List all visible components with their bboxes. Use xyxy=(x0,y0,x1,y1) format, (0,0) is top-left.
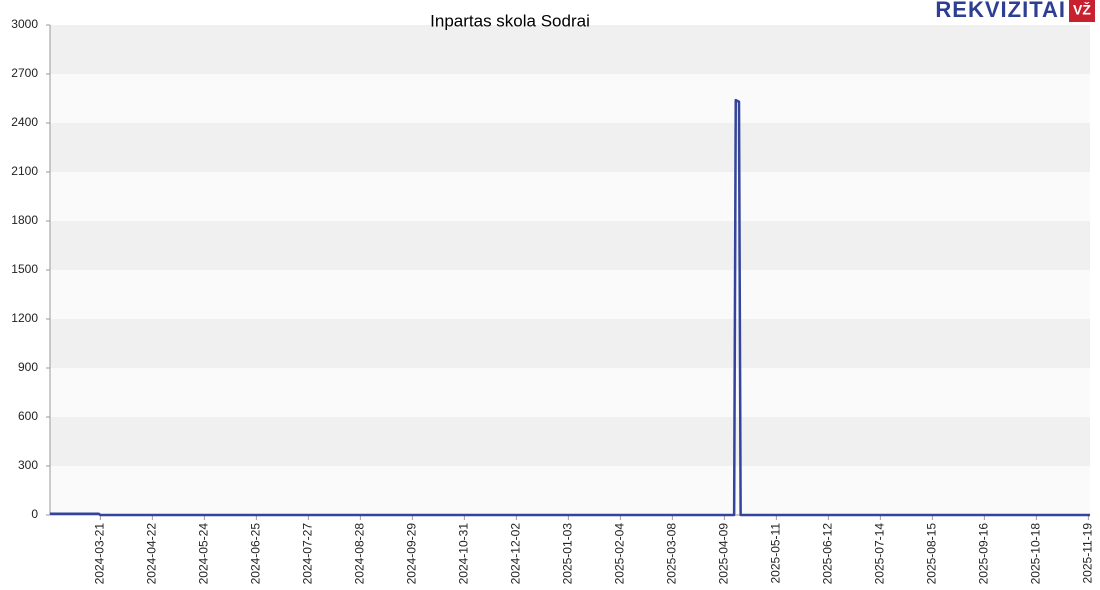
x-tick-label: 2024-05-24 xyxy=(197,523,211,585)
y-tick-label: 3000 xyxy=(11,17,38,31)
y-tick-label: 2700 xyxy=(11,66,38,80)
x-tick-label: 2025-11-19 xyxy=(1081,523,1095,584)
grid-band xyxy=(50,270,1090,319)
grid-band xyxy=(50,74,1090,123)
y-tick-label: 1800 xyxy=(11,213,38,227)
brand-badge: VŽ xyxy=(1073,1,1091,18)
x-tick-label: 2025-01-03 xyxy=(561,523,575,585)
y-tick-label: 0 xyxy=(31,507,38,521)
x-tick-label: 2024-12-02 xyxy=(509,523,523,585)
x-tick-label: 2024-07-27 xyxy=(301,523,315,585)
x-tick-label: 2025-10-18 xyxy=(1029,523,1043,585)
grid-band xyxy=(50,172,1090,221)
data-line xyxy=(50,98,1090,517)
x-tick-label: 2024-09-29 xyxy=(405,523,419,585)
grid-band xyxy=(50,221,1090,270)
x-tick-label: 2025-08-15 xyxy=(925,523,939,585)
y-tick-label: 1200 xyxy=(11,311,38,325)
chart-title: Inpartas skola Sodrai xyxy=(430,11,590,30)
x-tick-label: 2024-08-28 xyxy=(353,523,367,585)
y-tick-label: 900 xyxy=(18,360,38,374)
grid-band xyxy=(50,368,1090,417)
y-tick-label: 1500 xyxy=(11,262,38,276)
grid-band xyxy=(50,319,1090,368)
x-tick-label: 2025-06-12 xyxy=(821,523,835,585)
x-tick-label: 2025-07-14 xyxy=(873,523,887,585)
x-tick-label: 2025-03-08 xyxy=(665,523,679,585)
x-tick-label: 2024-10-31 xyxy=(457,523,471,585)
grid-band xyxy=(50,466,1090,515)
y-tick-label: 2400 xyxy=(11,115,38,129)
brand-badge-bg xyxy=(1069,0,1095,22)
y-tick-label: 300 xyxy=(18,458,38,472)
x-tick-label: 2025-09-16 xyxy=(977,523,991,585)
grid-band xyxy=(50,25,1090,74)
grid-band xyxy=(50,417,1090,466)
x-tick-label: 2025-05-11 xyxy=(769,523,783,584)
x-tick-label: 2024-06-25 xyxy=(249,523,263,585)
x-tick-label: 2025-02-04 xyxy=(613,523,627,585)
brand-logo: REKVIZITAI xyxy=(935,0,1066,22)
x-tick-label: 2024-04-22 xyxy=(145,523,159,585)
grid-band xyxy=(50,123,1090,172)
x-tick-label: 2024-03-21 xyxy=(93,523,107,585)
x-tick-label: 2025-04-09 xyxy=(717,523,731,585)
y-tick-label: 2100 xyxy=(11,164,38,178)
y-tick-label: 600 xyxy=(18,409,38,423)
